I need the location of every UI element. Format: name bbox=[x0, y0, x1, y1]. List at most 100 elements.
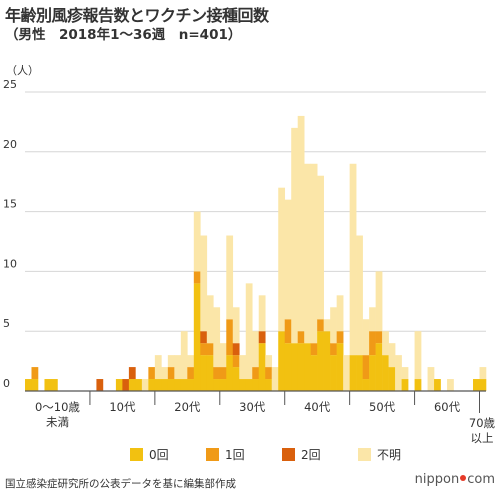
legend-item-two-doses: 2回 bbox=[282, 446, 321, 463]
legend-swatch-one-dose bbox=[206, 448, 219, 461]
bar-segment-zero-dose bbox=[356, 355, 363, 391]
bar-segment-one-dose bbox=[362, 355, 370, 380]
bar-segment-unknown bbox=[395, 355, 402, 391]
bar-segment-unknown bbox=[284, 199, 292, 320]
bar-segment-one-dose bbox=[375, 331, 383, 344]
bar-segment-one-dose bbox=[226, 319, 234, 356]
legend-label-one-dose: 1回 bbox=[225, 448, 245, 462]
x-category-label: 60代 bbox=[434, 400, 461, 414]
bar-segment-zero-dose bbox=[330, 355, 337, 391]
bar-segment-unknown bbox=[304, 163, 311, 344]
bar-segment-zero-dose bbox=[323, 331, 331, 391]
bar-segment-unknown bbox=[180, 331, 188, 380]
bar-segment-zero-dose bbox=[180, 379, 188, 391]
x-category-label-line2: 未満 bbox=[46, 415, 69, 429]
x-category-label-line2: 以上 bbox=[471, 431, 494, 445]
bar-segment-one-dose bbox=[219, 367, 227, 380]
bar-segment-zero-dose bbox=[479, 379, 487, 391]
bar-segment-unknown bbox=[167, 355, 175, 368]
x-category-label: 40代 bbox=[304, 400, 331, 414]
bar-segment-zero-dose bbox=[349, 355, 357, 391]
bar-segment-unknown bbox=[369, 307, 376, 332]
y-tick-label: 20 bbox=[3, 138, 17, 151]
bar-segment-one-dose bbox=[232, 355, 240, 368]
bar-segment-zero-dose bbox=[252, 379, 260, 391]
legend-label-two-doses: 2回 bbox=[301, 448, 321, 462]
bar-segment-zero-dose bbox=[310, 355, 318, 391]
bar-segment-unknown bbox=[239, 355, 247, 380]
x-category-label: 30代 bbox=[239, 400, 266, 414]
bar-segment-zero-dose bbox=[382, 355, 389, 391]
bar-segment-one-dose bbox=[167, 367, 175, 380]
x-category-label: 70歳 bbox=[469, 416, 496, 430]
bar-segment-unknown bbox=[310, 163, 318, 344]
legend-item-unknown: 不明 bbox=[358, 446, 401, 463]
bar-segment-zero-dose bbox=[297, 343, 305, 391]
bar-segment-zero-dose bbox=[161, 379, 169, 391]
bar-segment-unknown bbox=[382, 331, 389, 356]
bar-segment-one-dose bbox=[193, 271, 201, 284]
bar-segment-unknown bbox=[349, 163, 357, 356]
bar-segment-one-dose bbox=[206, 343, 214, 356]
bar-segment-zero-dose bbox=[245, 379, 253, 391]
bar-segment-one-dose bbox=[284, 319, 292, 344]
y-tick-label: 15 bbox=[3, 198, 17, 211]
y-tick-label: 5 bbox=[3, 317, 10, 330]
bar-segment-one-dose bbox=[187, 367, 195, 380]
bar-segment-zero-dose bbox=[278, 331, 286, 391]
bar-segment-unknown bbox=[161, 367, 169, 380]
bar-segment-zero-dose bbox=[219, 379, 227, 391]
bar-segment-unknown bbox=[317, 175, 324, 320]
bar-segment-one-dose bbox=[213, 367, 221, 380]
bar-segment-zero-dose bbox=[369, 355, 376, 391]
bar-segment-unknown bbox=[265, 355, 273, 368]
bar-segment-one-dose bbox=[148, 367, 156, 380]
bar-segment-unknown bbox=[330, 307, 337, 344]
bar-segment-unknown bbox=[388, 343, 396, 368]
legend-label-zero-dose: 0回 bbox=[149, 448, 169, 462]
bar-segment-two-doses bbox=[122, 379, 130, 391]
bar-segment-unknown bbox=[323, 319, 331, 332]
bar-segment-unknown bbox=[356, 235, 363, 356]
bar-segment-zero-dose bbox=[213, 379, 221, 391]
bar-segment-unknown bbox=[343, 355, 350, 391]
bar-segment-one-dose bbox=[200, 343, 208, 356]
bar-segment-unknown bbox=[213, 307, 221, 368]
bar-segment-zero-dose bbox=[206, 355, 214, 391]
bar-segment-zero-dose bbox=[200, 355, 208, 391]
x-category-label: 10代 bbox=[109, 400, 136, 414]
y-tick-label: 10 bbox=[3, 257, 17, 270]
bar-segment-zero-dose bbox=[148, 379, 156, 391]
bar-segment-zero-dose bbox=[154, 379, 162, 391]
y-tick-label: 25 bbox=[3, 78, 17, 91]
bar-segment-zero-dose bbox=[226, 355, 234, 391]
brand-logo: nippon com bbox=[415, 472, 495, 487]
bar-segment-zero-dose bbox=[44, 379, 52, 391]
bar-segment-unknown bbox=[245, 283, 253, 380]
legend-swatch-two-doses bbox=[282, 448, 295, 461]
bar-segment-zero-dose bbox=[232, 367, 240, 391]
bar-segment-zero-dose bbox=[25, 379, 32, 391]
bar-segment-one-dose bbox=[336, 331, 344, 344]
bar-segment-zero-dose bbox=[304, 343, 311, 391]
bar-segment-one-dose bbox=[252, 367, 260, 380]
bar-segment-zero-dose bbox=[193, 283, 201, 391]
y-tick-label: 0 bbox=[3, 377, 10, 390]
bar-segment-unknown bbox=[252, 331, 260, 368]
bar-segment-zero-dose bbox=[362, 379, 370, 391]
x-category-label: 0～10歳 bbox=[35, 400, 80, 414]
bar-segment-zero-dose bbox=[258, 343, 266, 391]
bar-segment-one-dose bbox=[297, 331, 305, 344]
bar-segment-two-doses bbox=[232, 343, 240, 356]
bar-segment-unknown bbox=[278, 187, 286, 332]
bar-segment-unknown bbox=[174, 355, 182, 380]
legend-label-unknown: 不明 bbox=[377, 448, 402, 462]
bar-segment-unknown bbox=[226, 235, 234, 320]
x-category-label: 50代 bbox=[369, 400, 396, 414]
bar-segment-zero-dose bbox=[284, 343, 292, 391]
bar-segment-unknown bbox=[193, 211, 201, 272]
bar-segment-unknown bbox=[271, 367, 279, 391]
bar-segment-zero-dose bbox=[291, 343, 299, 391]
y-axis-unit-label: （人） bbox=[6, 64, 39, 77]
bar-segment-two-doses bbox=[200, 331, 208, 344]
